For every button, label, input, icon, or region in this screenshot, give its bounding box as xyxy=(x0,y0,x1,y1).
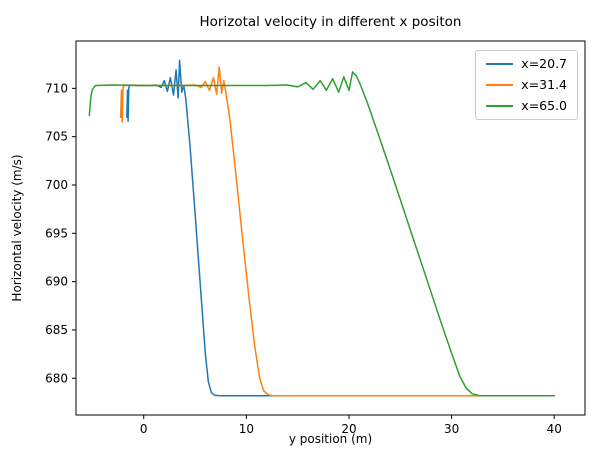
legend-label: x=65.0 xyxy=(521,98,567,113)
legend-item: x=31.4 xyxy=(486,78,567,92)
legend-line-green-icon xyxy=(486,105,514,107)
legend-line-orange-icon xyxy=(486,84,514,86)
svg-text:705: 705 xyxy=(45,130,68,144)
svg-text:680: 680 xyxy=(45,371,68,385)
chart-title: Horizotal velocity in different x posito… xyxy=(199,14,462,30)
svg-text:685: 685 xyxy=(45,323,68,337)
legend-line-blue-icon xyxy=(486,63,514,65)
svg-text:700: 700 xyxy=(45,178,68,192)
legend-item: x=20.7 xyxy=(486,57,567,71)
svg-text:690: 690 xyxy=(45,275,68,289)
svg-text:20: 20 xyxy=(341,422,356,436)
svg-text:695: 695 xyxy=(45,226,68,240)
legend-label: x=20.7 xyxy=(521,56,567,71)
legend-label: x=31.4 xyxy=(521,77,567,92)
svg-text:0: 0 xyxy=(140,422,148,436)
svg-text:10: 10 xyxy=(239,422,254,436)
svg-text:40: 40 xyxy=(547,422,562,436)
svg-text:710: 710 xyxy=(45,81,68,95)
legend-item: x=65.0 xyxy=(486,99,567,113)
legend: x=20.7 x=31.4 x=65.0 xyxy=(475,50,578,120)
x-axis-label: y position (m) xyxy=(288,432,373,446)
svg-text:30: 30 xyxy=(444,422,459,436)
